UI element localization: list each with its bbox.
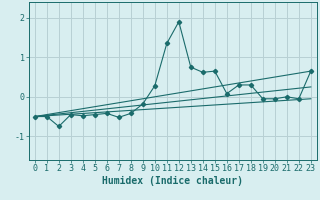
- X-axis label: Humidex (Indice chaleur): Humidex (Indice chaleur): [102, 176, 243, 186]
